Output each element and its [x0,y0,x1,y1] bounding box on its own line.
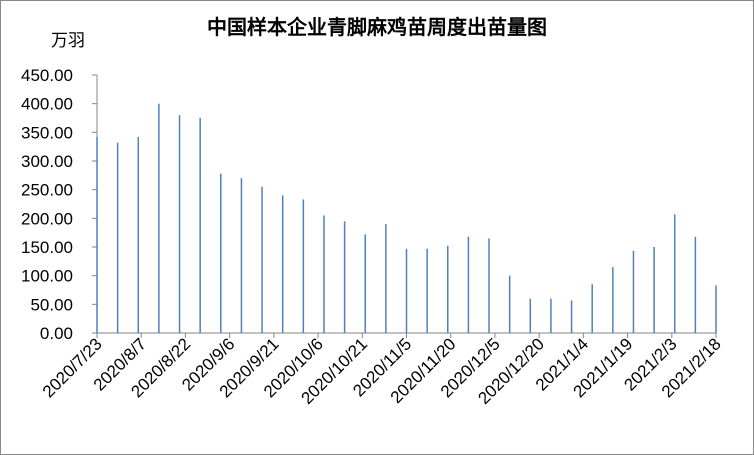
bar [96,136,98,333]
y-tick-label: 350.00 [21,123,73,142]
bar [158,103,160,334]
bar [612,267,614,333]
bar [385,224,387,333]
bar [240,178,243,333]
bar [405,248,408,333]
bar [364,234,366,333]
chart-title: 中国样本企业青脚麻鸡苗周度出苗量图 [207,15,547,39]
y-tick-label: 300.00 [21,152,73,171]
bar [632,251,635,333]
bar [261,186,263,333]
bar [508,275,511,333]
bar [673,214,676,333]
bar [715,285,717,333]
bar [281,195,284,333]
y-tick-label: 400.00 [21,95,73,114]
bar [426,248,428,333]
y-tick-label: 200.00 [21,209,73,228]
y-tick-label: 450.00 [21,66,73,85]
bar [178,115,181,333]
y-tick-label: 150.00 [21,238,73,257]
bar [199,118,201,333]
bar [488,238,490,333]
bar [529,298,532,333]
y-tick-label: 0.00 [40,324,73,343]
bar [570,300,573,333]
bar [447,245,449,333]
y-tick-label: 50.00 [30,295,73,314]
bar [591,284,593,333]
y-tick-label: 250.00 [21,181,73,200]
y-unit: 万羽 [51,31,85,50]
bar [694,236,697,333]
bar [220,173,222,333]
bar [653,247,655,333]
bar [137,136,140,333]
bar [467,236,470,333]
bar [323,215,325,333]
bar [550,298,552,333]
y-tick-label: 100.00 [21,267,73,286]
bar [343,221,346,333]
bar [302,199,305,333]
bar [116,142,119,333]
